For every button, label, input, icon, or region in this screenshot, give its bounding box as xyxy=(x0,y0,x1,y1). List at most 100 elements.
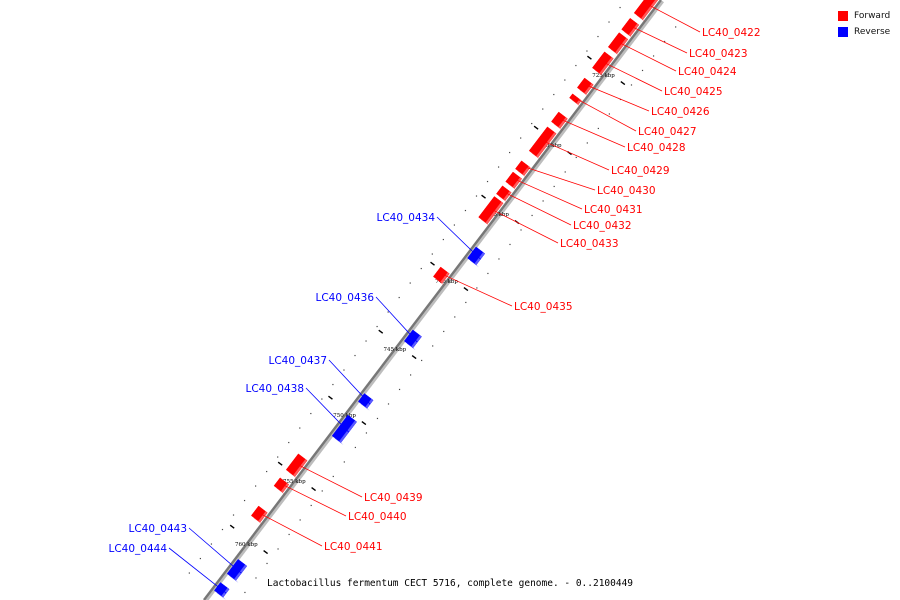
minor-tick xyxy=(343,461,345,463)
gene-box xyxy=(592,51,614,75)
gene-label[interactable]: LC40_0439 xyxy=(364,492,423,504)
minor-tick xyxy=(475,195,478,197)
minor-tick xyxy=(199,557,201,560)
minor-tick xyxy=(398,296,400,299)
gene-highlight xyxy=(281,483,289,493)
gene-lc40_0443[interactable]: LC40_0443 xyxy=(128,523,248,583)
minor-tick xyxy=(431,253,433,255)
gene-lc40_0434[interactable]: LC40_0434 xyxy=(376,212,486,268)
gene-label[interactable]: LC40_0437 xyxy=(268,355,327,367)
gene-label[interactable]: LC40_0435 xyxy=(514,301,573,313)
gene-box xyxy=(551,111,568,129)
gene-label[interactable]: LC40_0430 xyxy=(597,185,656,197)
gene-leader xyxy=(518,164,596,191)
gene-label[interactable]: LC40_0441 xyxy=(324,541,383,553)
gene-leader xyxy=(499,189,572,226)
gene-label[interactable]: LC40_0436 xyxy=(315,292,374,304)
gene-label[interactable]: LC40_0429 xyxy=(611,165,670,177)
gene-label[interactable]: LC40_0425 xyxy=(664,86,723,98)
gene-box xyxy=(404,329,422,349)
tick-label: 755 kbp xyxy=(283,479,306,485)
gene-lc40_0444[interactable]: LC40_0444 xyxy=(108,543,230,600)
gene-leader xyxy=(570,95,637,132)
gene-label[interactable]: LC40_0422 xyxy=(702,27,761,39)
gene-box xyxy=(621,17,640,37)
minor-tick xyxy=(398,388,401,391)
gene-lc40_0429[interactable]: LC40_0429 xyxy=(528,126,670,177)
gene-lc40_0439[interactable]: LC40_0439 xyxy=(285,453,423,504)
gene-highlight xyxy=(641,0,658,20)
minor-tick xyxy=(376,325,378,328)
major-tick: 755 kbp xyxy=(277,461,317,492)
gene-lc40_0437[interactable]: LC40_0437 xyxy=(268,355,374,411)
gene-lc40_0427[interactable]: LC40_0427 xyxy=(569,93,697,138)
minor-tick xyxy=(652,55,655,57)
gene-label[interactable]: LC40_0438 xyxy=(245,383,304,395)
minor-tick xyxy=(299,427,301,429)
gene-lc40_0422[interactable]: LC40_0422 xyxy=(633,0,761,39)
forward-swatch xyxy=(838,11,848,21)
gene-lc40_0424[interactable]: LC40_0424 xyxy=(607,32,737,78)
minor-tick xyxy=(332,383,334,386)
gene-lc40_0436[interactable]: LC40_0436 xyxy=(315,292,422,351)
minor-tick xyxy=(454,316,456,318)
gene-leader xyxy=(642,1,701,33)
gene-highlight xyxy=(293,459,308,477)
gene-leader xyxy=(580,82,650,112)
gene-lc40_0433[interactable]: LC40_0433 xyxy=(478,196,619,250)
gene-leader xyxy=(254,510,323,547)
minor-tick xyxy=(255,485,257,487)
gene-box xyxy=(576,77,594,95)
gene-label[interactable]: LC40_0427 xyxy=(638,126,697,138)
tick-label: 750 kbp xyxy=(333,413,356,419)
minor-tick xyxy=(487,272,489,275)
gene-label[interactable]: LC40_0426 xyxy=(651,106,710,118)
minor-tick xyxy=(365,432,368,434)
gene-highlight xyxy=(503,191,512,201)
gene-lc40_0430[interactable]: LC40_0430 xyxy=(515,160,656,197)
gene-lc40_0440[interactable]: LC40_0440 xyxy=(273,477,407,523)
minor-tick xyxy=(387,403,390,405)
gene-highlight xyxy=(522,166,531,176)
gene-box xyxy=(505,171,523,189)
gene-label[interactable]: LC40_0432 xyxy=(573,220,632,232)
gene-lc40_0426[interactable]: LC40_0426 xyxy=(576,77,710,118)
minor-tick xyxy=(321,398,323,400)
gene-highlight xyxy=(440,272,450,284)
gene-lc40_0432[interactable]: LC40_0432 xyxy=(496,185,632,232)
gene-lc40_0423[interactable]: LC40_0423 xyxy=(621,17,748,60)
gene-label[interactable]: LC40_0428 xyxy=(627,142,686,154)
minor-tick xyxy=(509,243,511,246)
gene-leader xyxy=(486,206,559,244)
minor-tick xyxy=(509,151,511,154)
gene-label[interactable]: LC40_0434 xyxy=(376,212,435,224)
gene-lc40_0435[interactable]: LC40_0435 xyxy=(433,266,573,313)
minor-tick xyxy=(343,369,345,371)
minor-tick xyxy=(476,287,478,289)
gene-label[interactable]: LC40_0433 xyxy=(560,238,619,250)
gene-highlight xyxy=(258,511,268,523)
minor-tick xyxy=(586,142,588,144)
gene-label[interactable]: LC40_0444 xyxy=(108,543,167,555)
map-caption: Lactobacillus fermentum CECT 5716, compl… xyxy=(0,578,900,589)
gene-label[interactable]: LC40_0424 xyxy=(678,66,737,78)
gene-box xyxy=(496,185,512,201)
minor-tick xyxy=(442,238,444,241)
gene-lc40_0425[interactable]: LC40_0425 xyxy=(592,51,723,98)
gene-label[interactable]: LC40_0423 xyxy=(689,48,748,60)
minor-tick xyxy=(641,69,644,72)
gene-box xyxy=(633,0,659,20)
gene-lc40_0441[interactable]: LC40_0441 xyxy=(250,505,383,553)
minor-tick xyxy=(453,224,456,226)
gene-lc40_0438[interactable]: LC40_0438 xyxy=(245,383,358,446)
minor-tick xyxy=(376,417,379,420)
gene-label[interactable]: LC40_0440 xyxy=(348,511,407,523)
gene-lc40_0428[interactable]: LC40_0428 xyxy=(551,111,686,154)
gene-highlight xyxy=(536,132,557,158)
gene-label[interactable]: LC40_0431 xyxy=(584,204,643,216)
minor-tick xyxy=(675,26,677,28)
gene-lc40_0431[interactable]: LC40_0431 xyxy=(505,171,643,216)
caption-text: Lactobacillus fermentum CECT 5716, compl… xyxy=(266,578,634,589)
gene-label[interactable]: LC40_0443 xyxy=(128,523,187,535)
